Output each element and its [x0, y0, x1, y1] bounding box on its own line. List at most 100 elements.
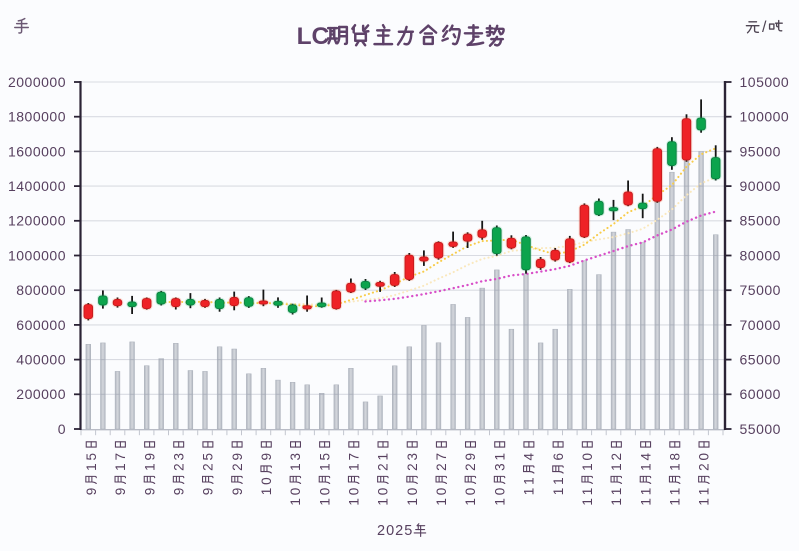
svg-text:9: 9: [84, 488, 99, 496]
svg-text:65000: 65000: [740, 352, 781, 368]
svg-text:1: 1: [668, 463, 683, 471]
svg-text:1: 1: [551, 477, 566, 485]
svg-text:8: 8: [668, 453, 683, 461]
svg-text:9: 9: [142, 453, 157, 461]
svg-text:1: 1: [609, 488, 624, 496]
svg-text:1: 1: [84, 463, 99, 471]
svg-text:2: 2: [230, 463, 245, 471]
svg-text:1: 1: [376, 453, 391, 461]
svg-text:9: 9: [142, 488, 157, 496]
svg-text:4: 4: [638, 452, 653, 460]
svg-text:1: 1: [113, 463, 128, 471]
svg-text:5: 5: [201, 453, 216, 461]
svg-text:1: 1: [580, 488, 595, 496]
svg-text:9: 9: [113, 488, 128, 496]
svg-text:2025: 2025: [377, 523, 413, 539]
svg-text:/: /: [762, 19, 767, 36]
svg-text:3: 3: [492, 463, 507, 471]
svg-text:1: 1: [668, 488, 683, 496]
svg-text:1: 1: [434, 498, 449, 506]
svg-text:2: 2: [463, 463, 478, 471]
svg-text:9: 9: [230, 488, 245, 496]
svg-text:1200000: 1200000: [8, 213, 66, 229]
svg-text:105000: 105000: [740, 74, 790, 90]
svg-text:0: 0: [697, 453, 712, 461]
svg-text:1: 1: [609, 463, 624, 471]
svg-text:1800000: 1800000: [8, 109, 66, 125]
svg-text:1: 1: [317, 498, 332, 506]
svg-text:1: 1: [142, 463, 157, 471]
svg-text:1: 1: [638, 488, 653, 496]
svg-text:9: 9: [463, 453, 478, 461]
svg-text:2: 2: [376, 463, 391, 471]
svg-text:1: 1: [288, 463, 303, 471]
svg-text:1: 1: [697, 488, 712, 496]
svg-text:55000: 55000: [740, 421, 781, 437]
svg-text:1: 1: [522, 477, 537, 485]
svg-text:1000000: 1000000: [8, 247, 66, 263]
svg-text:70000: 70000: [740, 317, 781, 333]
svg-text:1: 1: [580, 498, 595, 506]
svg-text:2: 2: [697, 463, 712, 471]
svg-text:1: 1: [580, 463, 595, 471]
svg-text:1: 1: [288, 498, 303, 506]
svg-text:0: 0: [463, 488, 478, 496]
svg-text:80000: 80000: [740, 247, 781, 263]
svg-text:LC: LC: [297, 23, 330, 50]
svg-text:1400000: 1400000: [8, 178, 66, 194]
svg-text:1: 1: [347, 463, 362, 471]
svg-text:2: 2: [171, 463, 186, 471]
svg-text:2000000: 2000000: [8, 74, 66, 90]
svg-text:90000: 90000: [740, 178, 781, 194]
svg-text:1: 1: [668, 498, 683, 506]
svg-text:3: 3: [288, 453, 303, 461]
svg-text:200000: 200000: [16, 386, 66, 402]
svg-text:1: 1: [638, 498, 653, 506]
svg-text:1: 1: [492, 498, 507, 506]
svg-text:0: 0: [347, 488, 362, 496]
svg-text:1: 1: [347, 498, 362, 506]
svg-text:9: 9: [259, 453, 274, 461]
svg-text:0: 0: [58, 421, 66, 437]
svg-text:0: 0: [317, 488, 332, 496]
svg-text:9: 9: [230, 453, 245, 461]
svg-text:1: 1: [638, 463, 653, 471]
svg-text:60000: 60000: [740, 386, 781, 402]
svg-text:85000: 85000: [740, 213, 781, 229]
svg-text:0: 0: [434, 488, 449, 496]
svg-text:2: 2: [405, 463, 420, 471]
svg-text:600000: 600000: [16, 317, 66, 333]
svg-text:2: 2: [434, 463, 449, 471]
svg-text:1: 1: [405, 498, 420, 506]
svg-text:1: 1: [259, 488, 274, 496]
svg-text:1: 1: [697, 498, 712, 506]
svg-text:800000: 800000: [16, 282, 66, 298]
svg-text:0: 0: [580, 453, 595, 461]
svg-text:0: 0: [259, 477, 274, 485]
svg-text:2: 2: [609, 453, 624, 461]
svg-text:1: 1: [463, 498, 478, 506]
svg-text:0: 0: [405, 488, 420, 496]
svg-text:5: 5: [317, 453, 332, 461]
svg-text:100000: 100000: [740, 109, 790, 125]
svg-text:75000: 75000: [740, 282, 781, 298]
svg-text:3: 3: [405, 453, 420, 461]
svg-text:0: 0: [376, 488, 391, 496]
svg-text:7: 7: [113, 453, 128, 461]
svg-text:6: 6: [551, 453, 566, 461]
svg-text:1: 1: [522, 488, 537, 496]
svg-text:400000: 400000: [16, 352, 66, 368]
svg-text:0: 0: [288, 488, 303, 496]
svg-text:1: 1: [609, 498, 624, 506]
svg-text:2: 2: [201, 463, 216, 471]
svg-text:1: 1: [317, 463, 332, 471]
svg-text:1: 1: [551, 488, 566, 496]
svg-text:9: 9: [201, 488, 216, 496]
svg-text:1600000: 1600000: [8, 143, 66, 159]
svg-text:1: 1: [376, 498, 391, 506]
svg-text:0: 0: [492, 488, 507, 496]
svg-text:1: 1: [492, 453, 507, 461]
svg-text:9: 9: [171, 488, 186, 496]
svg-text:3: 3: [171, 453, 186, 461]
svg-text:95000: 95000: [740, 143, 781, 159]
